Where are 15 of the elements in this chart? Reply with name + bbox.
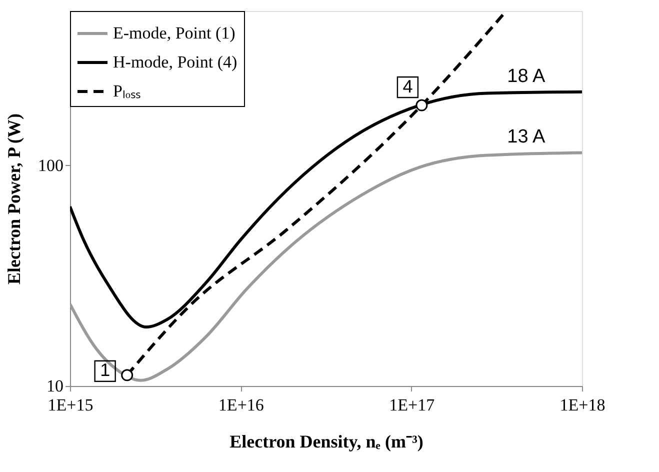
x-tick-label: 1E+18 — [560, 396, 606, 414]
y-tick-label: 100 — [38, 156, 64, 175]
legend-label: H-mode, Point (4) — [113, 52, 238, 72]
annotation: 4 — [402, 76, 413, 96]
legend-label: Pₗₒₛₛ — [113, 82, 140, 100]
x-axis-title: Electron Density, nₑ (m⁻³) — [230, 432, 424, 452]
x-tick-label: 1E+15 — [48, 396, 94, 414]
x-tick-label: 1E+16 — [218, 396, 264, 414]
annotation: 13 A — [507, 126, 546, 148]
y-tick-label: 10 — [46, 376, 64, 396]
x-tick-label: 1E+17 — [389, 396, 436, 414]
annotation: 18 A — [507, 66, 546, 87]
legend-label: E-mode, Point (1) — [113, 24, 236, 42]
y-axis-title: Electron Power, P (W) — [4, 114, 24, 284]
annotation: 1 — [100, 360, 110, 380]
